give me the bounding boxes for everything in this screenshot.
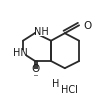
Text: NH: NH [34, 27, 48, 37]
Bar [80, 24, 87, 29]
Bar [15, 50, 26, 57]
Text: HN: HN [13, 48, 28, 58]
Text: HCl: HCl [61, 85, 78, 95]
Text: O: O [31, 64, 39, 74]
Bar [32, 69, 38, 75]
Text: O: O [83, 21, 91, 31]
Text: H: H [52, 79, 60, 89]
Bar [36, 28, 46, 36]
